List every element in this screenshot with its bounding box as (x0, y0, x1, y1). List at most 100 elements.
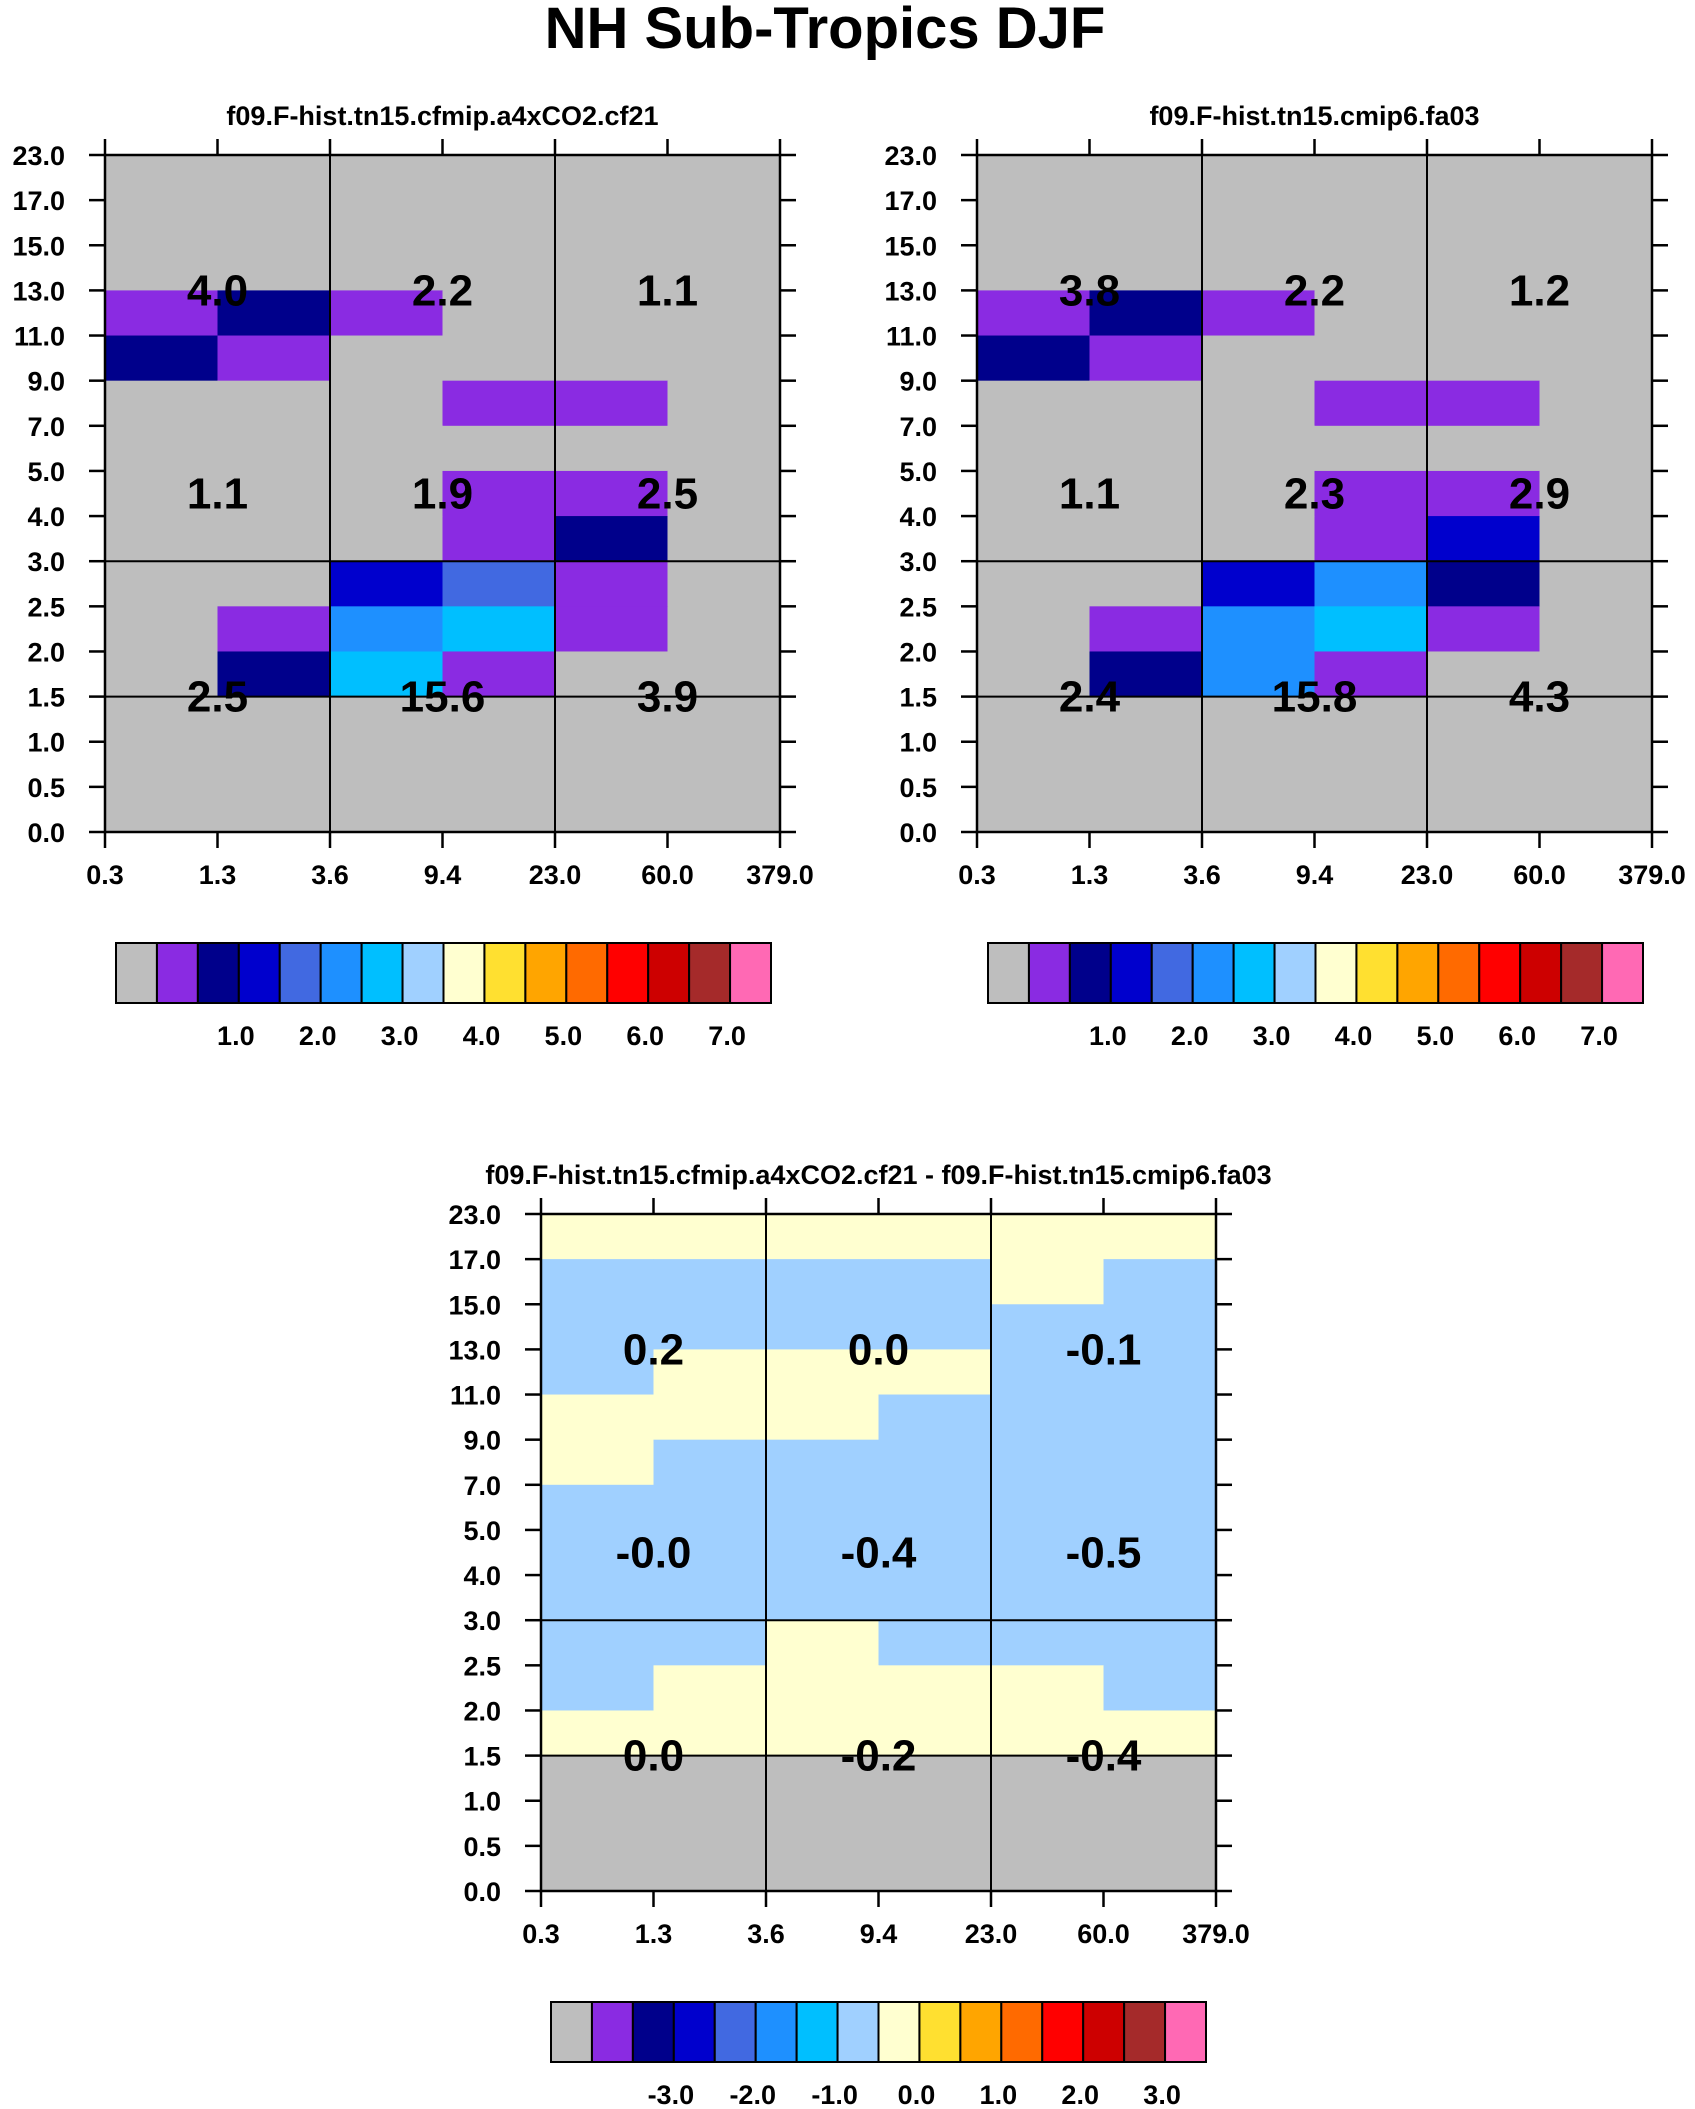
heatmap-cell (1314, 200, 1428, 246)
panel-difference: f09.F-hist.tn15.cfmip.a4xCO2.cf21 - f09.… (448, 1160, 1271, 2109)
y-tick-label: 15.0 (448, 1290, 501, 1320)
heatmap-cell (991, 1665, 1105, 1712)
heatmap-cell (105, 425, 219, 472)
heatmap-cell (766, 1259, 880, 1305)
heatmap-cell (1089, 425, 1203, 472)
heatmap-cell (1314, 516, 1428, 562)
heatmap-cell (1202, 200, 1316, 246)
box-value-label: -0.2 (841, 1732, 917, 1781)
heatmap-cell (217, 290, 331, 337)
heatmap-cell (330, 606, 444, 653)
heatmap-cell (1089, 470, 1203, 517)
colorbar-swatch (155, 942, 199, 1004)
heatmap-cell (766, 1214, 880, 1260)
y-tick-label: 0.0 (27, 818, 65, 848)
heatmap-cell (1089, 155, 1203, 201)
heatmap-cell (991, 1529, 1105, 1576)
x-tick-label: 0.3 (522, 1919, 560, 1949)
heatmap-cell (991, 1439, 1105, 1486)
heatmap-cell (1539, 155, 1653, 201)
colorbar-swatch (1123, 2001, 1167, 2063)
heatmap-cell (653, 1259, 767, 1305)
y-tick-label: 2.0 (899, 637, 937, 667)
heatmap-cell (217, 245, 331, 291)
heatmap-cell (667, 155, 781, 201)
box-value-label: 4.3 (1509, 673, 1570, 722)
heatmap-cell (442, 425, 556, 472)
heatmap-cell (555, 200, 669, 246)
heatmap-cell (1427, 425, 1541, 472)
heatmap-cell (667, 651, 781, 698)
heatmap-cell (667, 380, 781, 427)
y-tick-label: 17.0 (12, 186, 65, 216)
heatmap-cell (878, 1394, 992, 1441)
y-tick-label: 7.0 (463, 1471, 501, 1501)
heatmap-cell (330, 516, 444, 562)
box-value-label: 3.8 (1059, 266, 1120, 315)
heatmap-cell (1314, 155, 1428, 201)
heatmap-cell (442, 245, 556, 291)
colorbar-tick-label: 1.0 (1089, 1021, 1127, 1051)
heatmap-cell (105, 155, 219, 201)
heatmap-cell (1539, 245, 1653, 291)
colorbar-swatch (483, 942, 527, 1004)
heatmap-cell (105, 335, 219, 382)
colorbar-tick-label: 7.0 (708, 1021, 746, 1051)
heatmap-cell (105, 651, 219, 698)
heatmap-cell (555, 425, 669, 472)
heatmap-cell (330, 380, 444, 427)
y-tick-label: 13.0 (12, 276, 65, 306)
colorbar-swatch (565, 942, 609, 1004)
heatmap-cell (977, 606, 1091, 653)
heatmap-cell (766, 1304, 880, 1350)
heatmap-cell (217, 380, 331, 427)
heatmap-cell (653, 1529, 767, 1576)
heatmap-cell (653, 1620, 767, 1666)
x-tick-label: 1.3 (199, 860, 237, 890)
heatmap-cell (1427, 380, 1541, 427)
heatmap-cell (1202, 290, 1316, 337)
heatmap-cell (766, 1620, 880, 1666)
x-tick-label: 379.0 (1182, 1919, 1250, 1949)
colorbar-swatch (1437, 942, 1481, 1004)
heatmap-cell (1427, 200, 1541, 246)
y-tick-label: 15.0 (884, 231, 937, 261)
y-tick-label: 9.0 (27, 367, 65, 397)
heatmap-cell (878, 1529, 992, 1576)
y-tick-label: 11.0 (14, 322, 65, 352)
box-value-label: 0.2 (623, 1325, 684, 1374)
heatmap-cell (977, 155, 1091, 201)
colorbar-tick-label: 4.0 (463, 1021, 501, 1051)
heatmap-cell (330, 425, 444, 472)
heatmap-cell (1314, 651, 1428, 698)
y-tick-label: 13.0 (884, 276, 937, 306)
heatmap-cell (555, 470, 669, 517)
heatmap-cell (1103, 1710, 1217, 1757)
heatmap-cell (1314, 425, 1428, 472)
panel-cmip6: f09.F-hist.tn15.cmip6.fa03 3.8 2.2 1.2 1.1 2.… (884, 101, 1685, 1051)
box-value-label: -0.1 (1066, 1325, 1142, 1374)
x-tick-label: 9.4 (1296, 860, 1334, 890)
heatmap-cell (541, 1484, 655, 1531)
heatmap-cell (1539, 425, 1653, 472)
colorbar-tick-label: 5.0 (1417, 1021, 1455, 1051)
heatmap-cell (555, 380, 669, 427)
colorbar-tick-label: 3.0 (381, 1021, 419, 1051)
colorbar-swatch (524, 942, 568, 1004)
y-tick-label: 7.0 (899, 412, 937, 442)
y-tick-label: 2.5 (463, 1651, 501, 1681)
colorbar-tick-label: 3.0 (1143, 2080, 1181, 2109)
x-tick-label: 379.0 (1618, 860, 1686, 890)
heatmap-cell (1089, 380, 1203, 427)
heatmap-cell (1427, 335, 1541, 382)
heatmap-cell (977, 380, 1091, 427)
box-value-label: -0.5 (1066, 1529, 1142, 1578)
y-tick-label: 1.0 (463, 1787, 501, 1817)
colorbar-tick-label: 2.0 (299, 1021, 337, 1051)
heatmap-cell (878, 1575, 992, 1621)
heatmap-cell (1103, 1620, 1217, 1666)
heatmap-cell (1427, 155, 1541, 201)
heatmap-cell (1427, 470, 1541, 517)
heatmap-cell (217, 606, 331, 653)
